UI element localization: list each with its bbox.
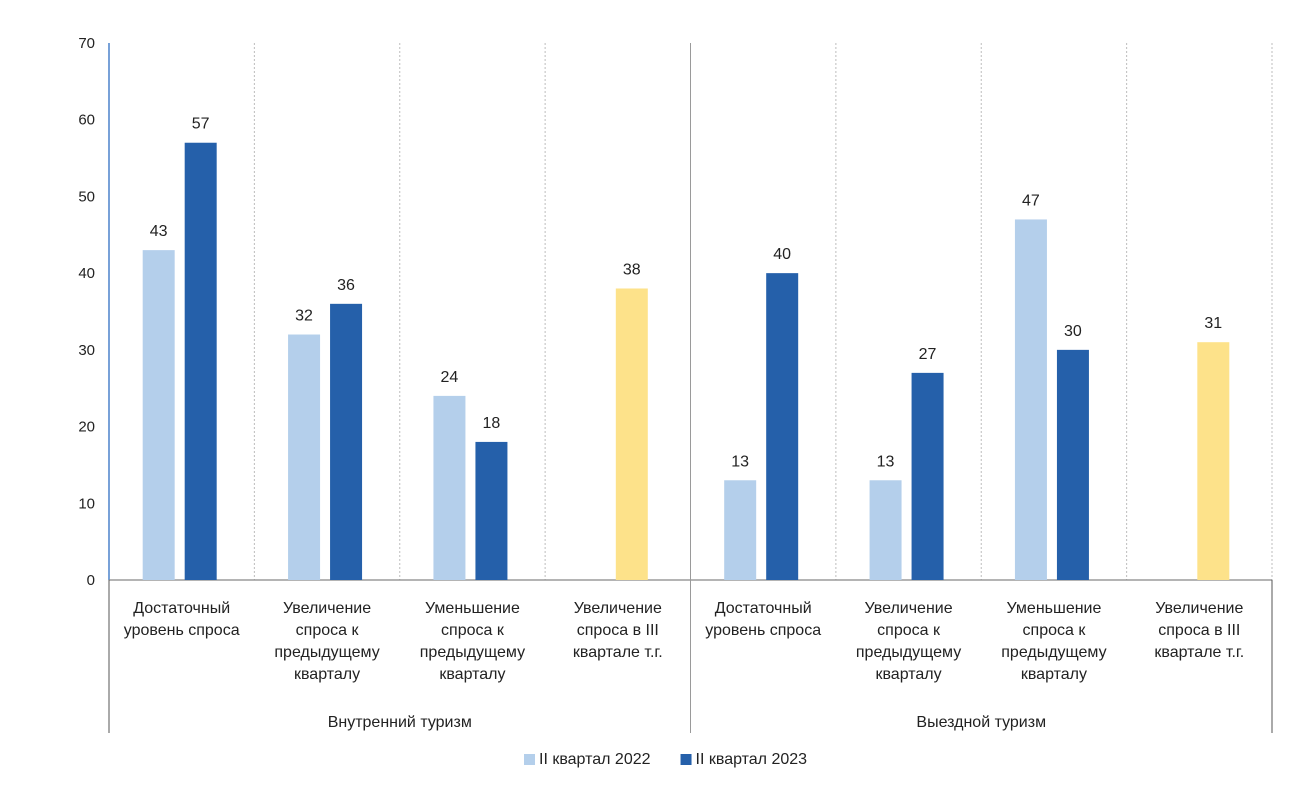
data-label: 40 <box>773 246 791 263</box>
y-tick-label: 40 <box>78 265 95 282</box>
y-tick-label: 50 <box>78 188 95 205</box>
bar-q2-2023 <box>184 142 217 580</box>
data-label: 31 <box>1204 315 1222 332</box>
category-label: Уменьшение спроса к предыдущему кварталу <box>1001 600 1106 683</box>
bar-q2-2022 <box>724 480 757 580</box>
category-label: Увеличение спроса к предыдущему кварталу <box>856 600 961 683</box>
group-label: Внутренний туризм <box>328 714 472 731</box>
data-label: 30 <box>1064 323 1082 340</box>
bar-forecast <box>615 288 648 580</box>
data-label: 47 <box>1022 192 1040 209</box>
legend-label: II квартал 2022 <box>539 751 651 768</box>
data-label: 43 <box>150 223 168 240</box>
data-label: 38 <box>623 261 641 278</box>
bar-q2-2023 <box>330 303 363 580</box>
category-label: Увеличение спроса в III квартале т.г. <box>1154 600 1244 661</box>
bar-q2-2022 <box>433 395 466 580</box>
bar-q2-2022 <box>288 334 321 580</box>
group-label: Выездной туризм <box>916 714 1046 731</box>
data-label: 24 <box>441 369 459 386</box>
bar-q2-2023 <box>911 372 944 580</box>
bar-forecast <box>1197 342 1230 580</box>
data-label: 13 <box>731 453 749 470</box>
data-label: 27 <box>919 346 937 363</box>
y-tick-label: 70 <box>78 35 95 52</box>
bar-q2-2023 <box>475 441 508 580</box>
category-label: Увеличение спроса к предыдущему кварталу <box>274 600 379 683</box>
y-tick-label: 10 <box>78 495 95 512</box>
category-label: Достаточный уровень спроса <box>705 600 821 639</box>
legend-label: II квартал 2023 <box>696 751 808 768</box>
y-tick-label: 20 <box>78 419 95 436</box>
y-tick-label: 60 <box>78 112 95 129</box>
category-label: Уменьшение спроса к предыдущему кварталу <box>420 600 525 683</box>
bar-q2-2022 <box>1014 219 1047 580</box>
bar-q2-2023 <box>766 273 799 580</box>
legend-swatch <box>680 754 692 765</box>
bar-q2-2023 <box>1056 349 1089 580</box>
data-label: 32 <box>295 308 313 325</box>
legend-swatch <box>524 754 535 765</box>
bar-q2-2022 <box>142 250 175 580</box>
category-label: Увеличение спроса в III квартале т.г. <box>573 600 663 661</box>
category-label: Достаточный уровень спроса <box>124 600 240 639</box>
y-tick-label: 30 <box>78 342 95 359</box>
data-label: 13 <box>877 453 895 470</box>
data-label: 36 <box>337 277 355 294</box>
bar-q2-2022 <box>869 480 902 580</box>
data-label: 57 <box>192 116 210 133</box>
y-tick-label: 0 <box>87 572 95 589</box>
data-label: 18 <box>483 415 501 432</box>
